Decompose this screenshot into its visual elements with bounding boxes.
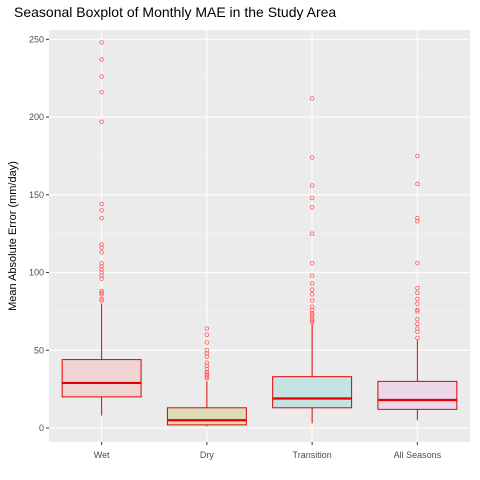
outlier-point [204,332,210,337]
outlier-point [309,260,315,266]
outlier-point [99,298,104,303]
outlier-point [204,340,210,345]
box-iqr [377,380,458,410]
outlier-point [99,296,104,302]
outlier-point [309,316,315,322]
outlier-point [204,363,210,369]
outlier-point [309,287,315,292]
x-tick-label: Transition [293,450,332,460]
outlier-point [99,215,104,221]
outlier-point [415,307,420,313]
box-iqr [272,376,353,409]
outlier-point [309,292,315,297]
outlier-point [99,40,104,45]
x-tick-label: All Seasons [394,450,442,460]
outlier-point [99,290,104,295]
outlier-point [309,281,315,286]
box-wet [61,40,142,416]
outlier-point [309,183,315,188]
outlier-point [99,208,104,213]
box-dry [166,326,247,427]
y-tick-label: 250 [29,34,44,44]
outlier-point [309,310,315,316]
box-iqr [166,407,247,426]
outlier-point [99,260,104,266]
box-iqr [61,359,142,398]
outlier-point [415,316,420,322]
y-tick-label: 50 [34,345,44,355]
outlier-point [204,366,210,372]
outlier-point [204,371,210,376]
outlier-point [99,245,104,250]
outlier-point [204,326,210,331]
outlier-point [309,313,315,319]
outlier-point [415,321,420,327]
box-all-seasons [377,153,458,421]
box-transition [272,96,353,424]
outlier-point [415,329,420,334]
outlier-point [204,360,210,365]
outlier-point [309,231,315,236]
x-tick-label: Wet [94,450,110,460]
outlier-point [99,201,104,207]
outlier-point [309,318,315,323]
outlier-point [204,372,210,378]
outlier-point [99,250,104,255]
outlier-point [415,290,420,295]
outlier-point [415,296,420,302]
outlier-point [309,204,315,210]
outlier-point [99,242,104,247]
outlier-point [99,57,104,62]
x-tick-label: Dry [200,450,214,460]
outlier-point [309,96,315,101]
outlier-point [309,304,315,309]
outlier-point [415,181,420,187]
outlier-point [204,348,210,353]
outlier-point [415,153,420,159]
outlier-point [415,215,420,221]
outlier-point [309,320,315,325]
outlier-point [99,276,104,282]
outlier-point [415,309,420,314]
outlier-point [309,273,315,278]
outlier-point [309,312,315,317]
y-axis-label: Mean Absolute Error (mm/day) [7,161,19,311]
outlier-point [204,376,210,381]
outlier-point [309,298,315,303]
y-tick-label: 200 [29,112,44,122]
outlier-point [415,285,420,291]
y-tick-label: 150 [29,190,44,200]
outlier-point [99,288,104,294]
outlier-point [415,260,420,266]
y-tick-label: 100 [29,268,44,278]
outlier-point [99,119,104,124]
x-axis-ticks: Wet Dry Transition All Seasons [94,442,442,460]
boxes [61,40,458,427]
outlier-point [204,354,210,359]
outlier-point [309,155,315,160]
outlier-point [415,326,420,331]
outlier-point [99,264,104,269]
outlier-point [415,218,420,224]
outlier-point [204,351,210,356]
outlier-point [99,273,104,278]
outlier-point [99,89,104,95]
outlier-point [415,335,420,341]
chart-title: Seasonal Boxplot of Monthly MAE in the S… [14,4,337,20]
outlier-point [99,270,104,275]
outlier-point [415,301,420,306]
y-tick-label: 0 [39,423,44,433]
outlier-point [204,369,210,375]
outlier-point [204,374,210,379]
outlier-point [99,74,104,79]
outlier-point [99,267,104,272]
y-axis-ticks: 0 50 100 150 200 250 [29,34,49,433]
outlier-point [309,195,315,201]
outlier-point [309,307,315,313]
outlier-point [99,292,104,297]
